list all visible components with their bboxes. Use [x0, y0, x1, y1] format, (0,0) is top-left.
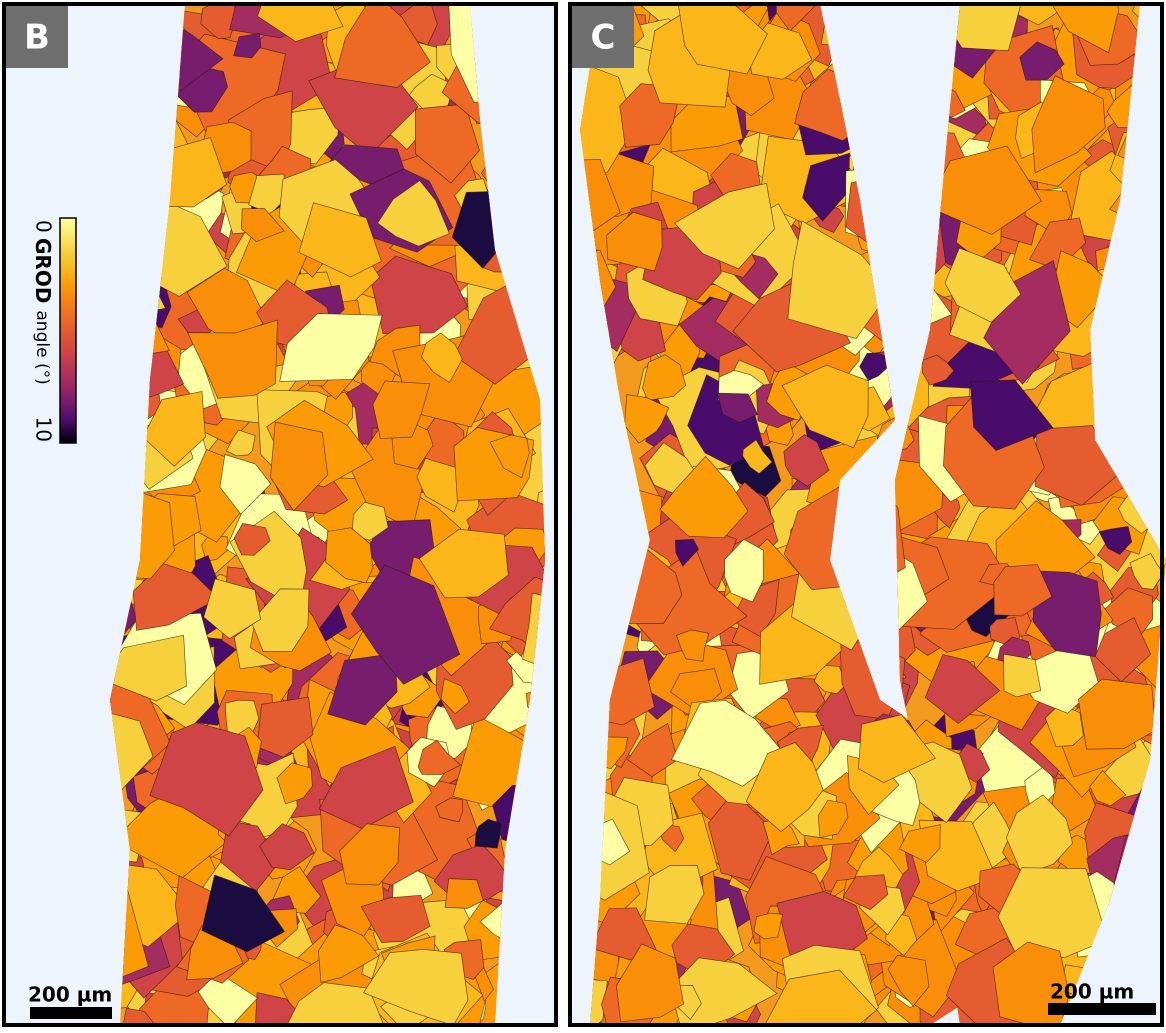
colorbar-title: GROD angle (°): [32, 238, 56, 385]
grain: [225, 700, 258, 736]
figure: B C 0 GROD angle (°) 10 200 µm 200 µm: [0, 0, 1166, 1029]
grain: [1004, 654, 1041, 697]
scale-bar-label: 200 µm: [28, 983, 112, 1007]
colorbar-max: 10: [32, 417, 56, 442]
colorbar-min: 0: [32, 220, 56, 233]
page: B C 0 GROD angle (°) 10 200 µm 200 µm ((…: [0, 0, 1166, 1029]
colorbar-title-bold: GROD: [32, 238, 56, 303]
scale-bar: [1048, 1003, 1156, 1015]
scale-bar: [30, 1007, 112, 1019]
panel-label: C: [591, 18, 616, 58]
colorbar-title-rest: angle (°): [32, 310, 52, 384]
colorbar: [60, 218, 76, 443]
scale-bar-label: 200 µm: [1050, 980, 1134, 1004]
panel-label: B: [24, 18, 50, 58]
